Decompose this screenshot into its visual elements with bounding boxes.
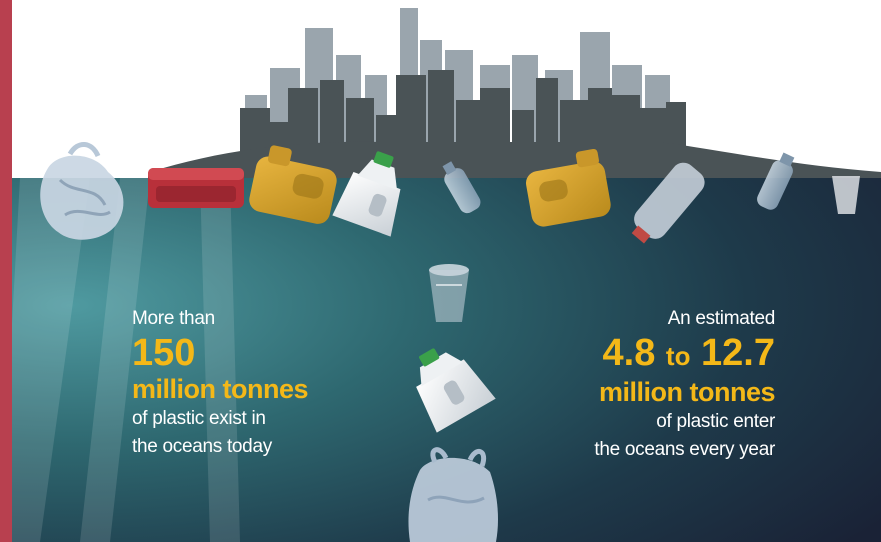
right-connector: to bbox=[665, 341, 691, 371]
left-unit: million tonnes bbox=[132, 374, 309, 404]
food-container-icon bbox=[148, 168, 244, 208]
left-intro: More than bbox=[132, 308, 215, 329]
right-unit: million tonnes bbox=[598, 377, 776, 407]
right-number-high: 12.7 bbox=[701, 332, 775, 374]
right-line2: the oceans every year bbox=[594, 439, 775, 460]
plastic-cup-icon bbox=[429, 264, 469, 322]
right-number-low: 4.8 bbox=[602, 332, 656, 374]
left-accent-border bbox=[0, 0, 12, 542]
right-number-range: 4.8 to 12.7 bbox=[594, 333, 775, 376]
left-number: 150 bbox=[132, 332, 196, 374]
milk-jug-icon bbox=[332, 151, 401, 237]
water-bottle-icon bbox=[442, 161, 481, 214]
plastic-cup-icon bbox=[832, 176, 860, 214]
milk-jug-icon bbox=[416, 348, 496, 433]
left-line2: the oceans today bbox=[132, 436, 272, 457]
existing-plastic-stat: More than 150 million tonnes of plastic … bbox=[132, 305, 309, 461]
right-line1: of plastic enter bbox=[656, 411, 775, 432]
plastic-bag-icon bbox=[40, 142, 124, 240]
water-bottle-icon bbox=[631, 162, 705, 244]
left-line1: of plastic exist in bbox=[132, 408, 266, 429]
oil-jug-icon bbox=[249, 145, 337, 224]
oil-jug-icon bbox=[525, 148, 611, 227]
plastic-bag-icon bbox=[408, 447, 498, 542]
water-bottle-icon bbox=[757, 152, 795, 210]
annual-plastic-stat: An estimated 4.8 to 12.7 million tonnes … bbox=[594, 305, 775, 464]
right-intro: An estimated bbox=[667, 308, 776, 329]
